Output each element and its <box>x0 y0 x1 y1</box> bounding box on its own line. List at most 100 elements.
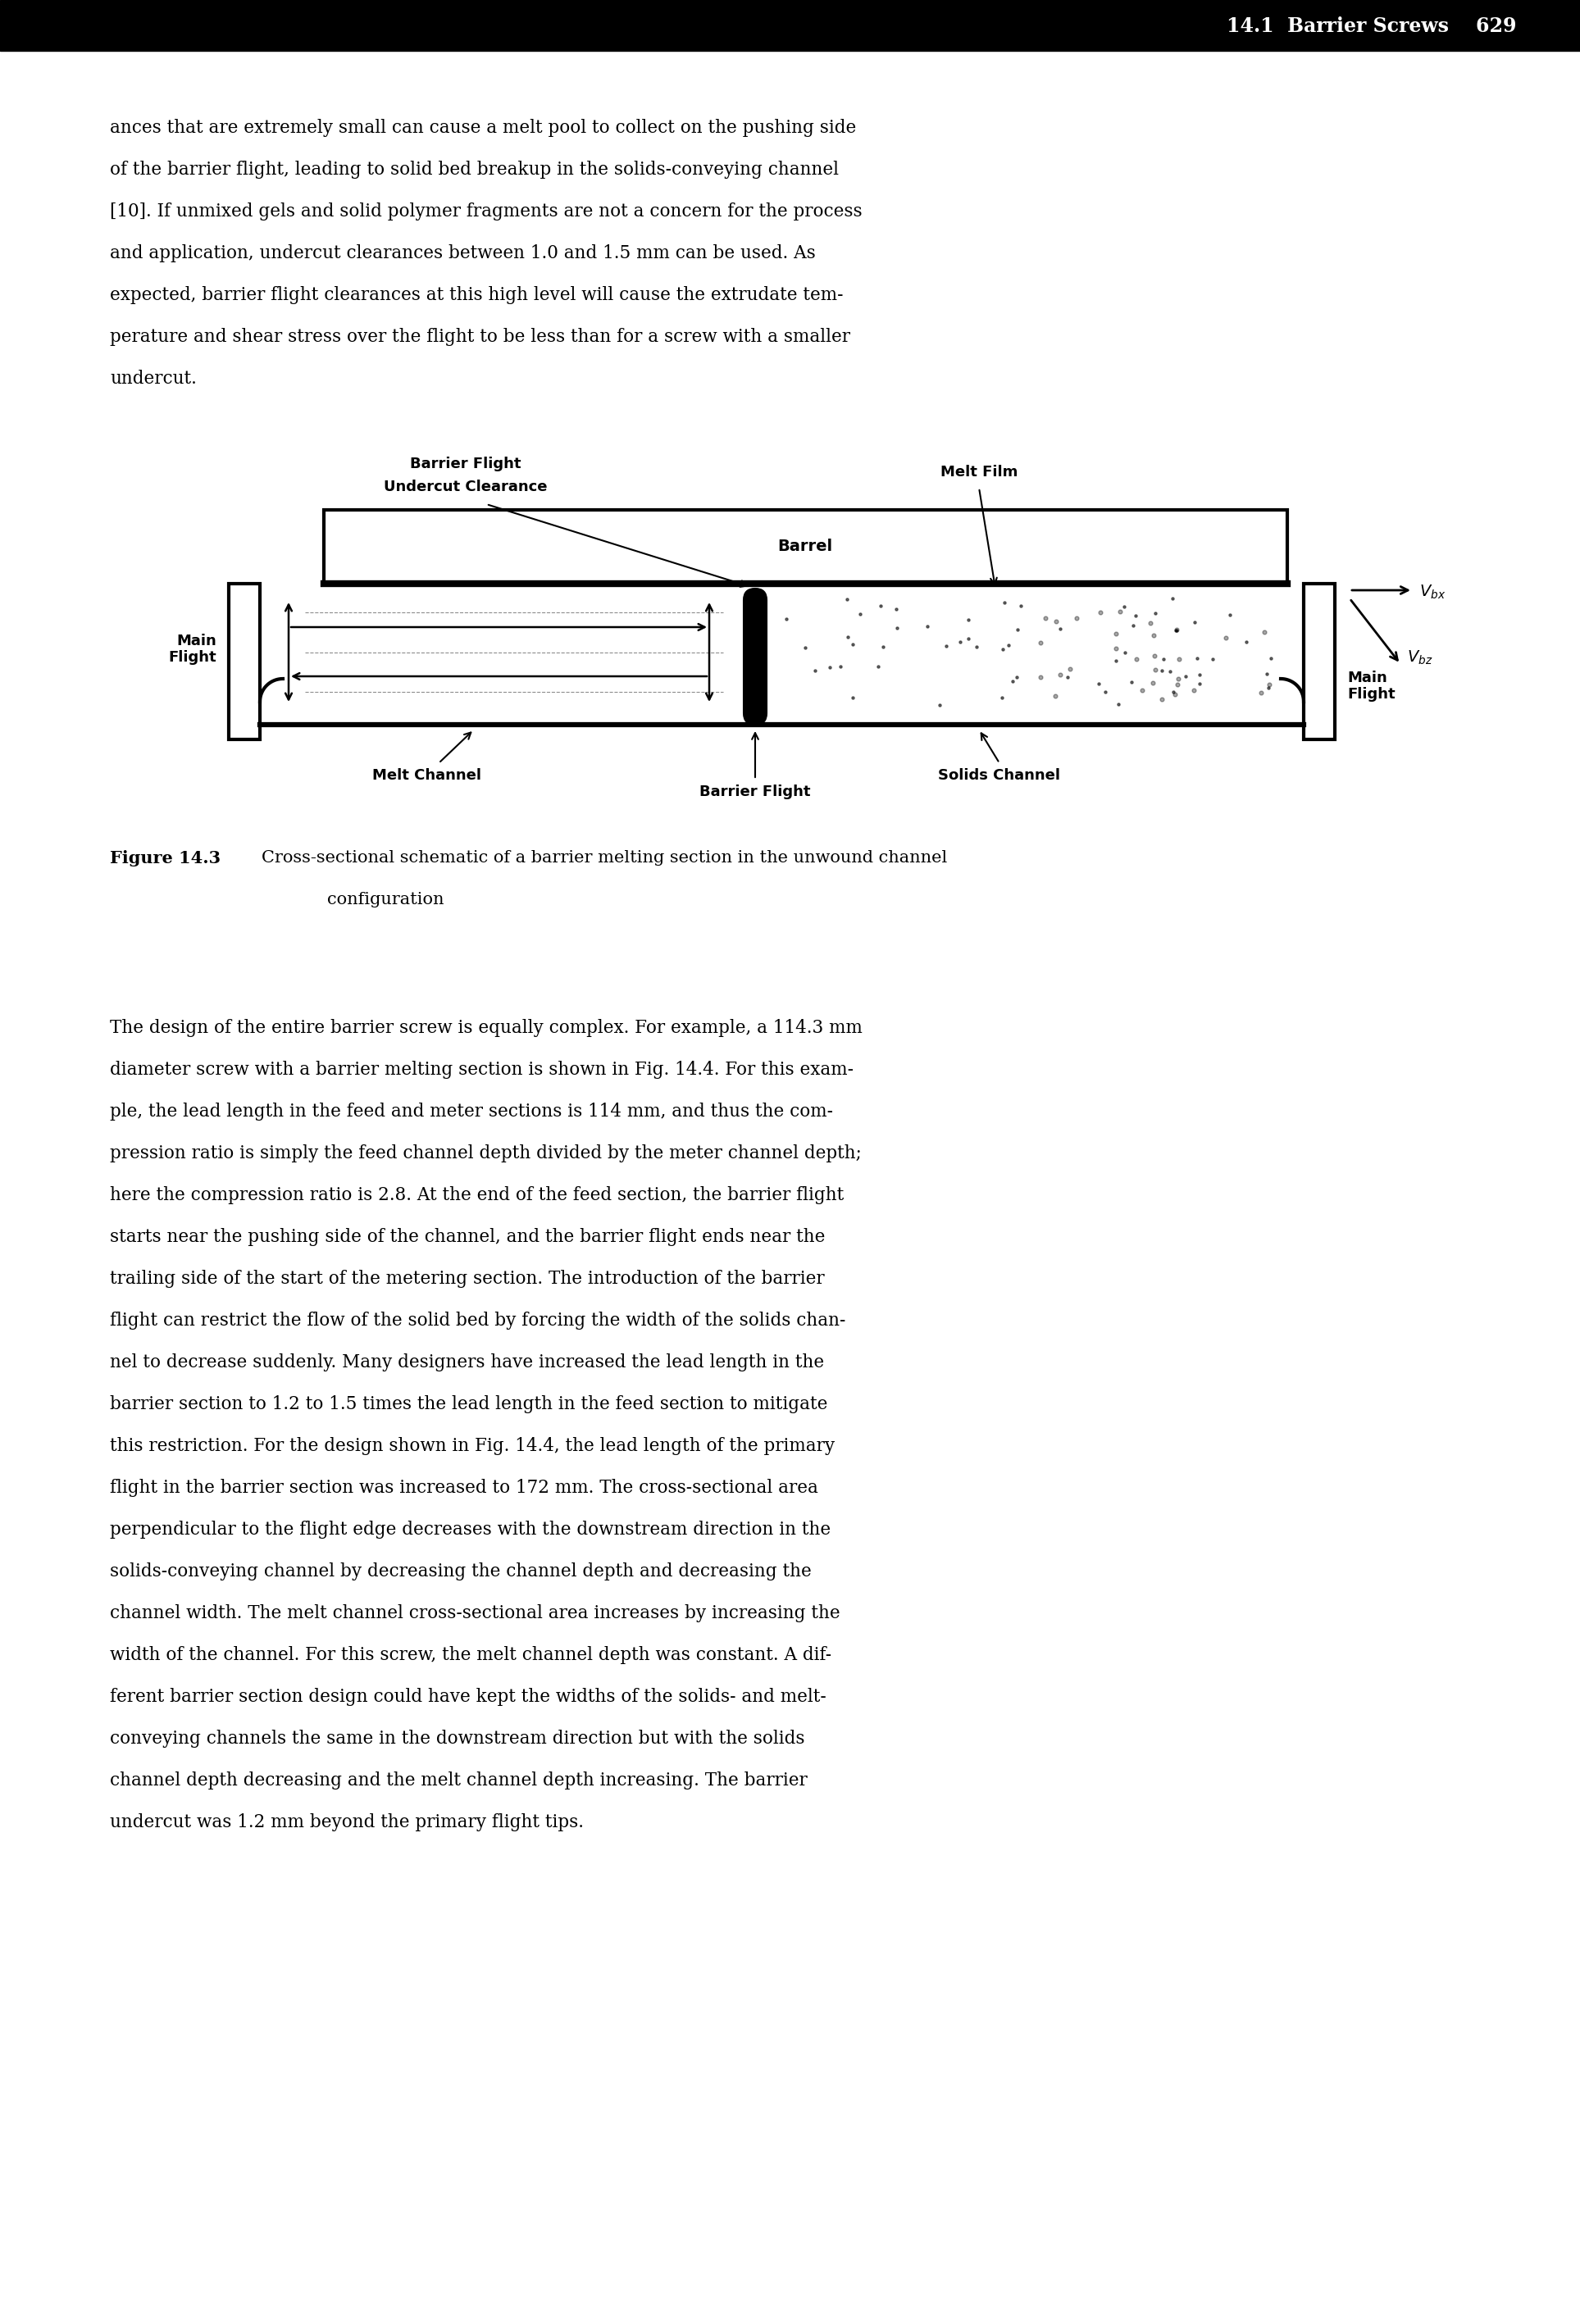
Text: Cross-sectional schematic of a barrier melting section in the unwound channel: Cross-sectional schematic of a barrier m… <box>262 851 948 865</box>
Point <box>1217 597 1242 634</box>
Point <box>834 581 860 618</box>
Point <box>991 630 1016 667</box>
Text: undercut.: undercut. <box>111 370 196 388</box>
Point <box>1161 676 1187 713</box>
Point <box>1120 607 1146 644</box>
Point <box>1164 611 1190 648</box>
Text: width of the channel. For this screw, the melt channel depth was constant. A dif: width of the channel. For this screw, th… <box>111 1645 831 1664</box>
Text: Main
Flight: Main Flight <box>169 634 216 665</box>
Point <box>1185 639 1210 676</box>
Bar <box>324 509 1288 583</box>
Point <box>1112 634 1138 672</box>
Point <box>1033 600 1059 637</box>
Text: Main
Flight: Main Flight <box>1348 669 1395 702</box>
Text: Melt Channel: Melt Channel <box>371 769 480 783</box>
Point <box>915 609 940 646</box>
Text: barrier section to 1.2 to 1.5 times the lead length in the feed section to mitig: barrier section to 1.2 to 1.5 times the … <box>111 1394 828 1413</box>
Text: Barrel: Barrel <box>777 539 833 555</box>
Bar <box>261 583 1304 725</box>
Point <box>1187 655 1212 693</box>
Text: this restriction. For the design shown in Fig. 14.4, the lead length of the prim: this restriction. For the design shown i… <box>111 1436 834 1455</box>
Point <box>1152 639 1177 676</box>
Point <box>1166 641 1191 679</box>
Point <box>926 686 951 723</box>
Point <box>1048 655 1073 693</box>
Text: flight in the barrier section was increased to 172 mm. The cross-sectional area: flight in the barrier section was increa… <box>111 1478 818 1497</box>
Point <box>948 623 973 660</box>
Point <box>1106 686 1131 723</box>
Point <box>1213 618 1239 655</box>
Point <box>1029 623 1054 660</box>
Point <box>1103 630 1128 667</box>
Text: ferent barrier section design could have kept the widths of the solids- and melt: ferent barrier section design could have… <box>111 1687 826 1706</box>
Point <box>1142 595 1168 632</box>
Text: solids-conveying channel by decreasing the channel depth and decreasing the: solids-conveying channel by decreasing t… <box>111 1562 812 1580</box>
Point <box>1256 669 1281 706</box>
Point <box>1087 665 1112 702</box>
Point <box>1141 616 1166 653</box>
Text: starts near the pushing side of the channel, and the barrier flight ends near th: starts near the pushing side of the chan… <box>111 1227 825 1246</box>
Point <box>1055 658 1081 695</box>
Point <box>1142 637 1168 674</box>
Text: [10]. If unmixed gels and solid polymer fragments are not a concern for the proc: [10]. If unmixed gels and solid polymer … <box>111 202 863 221</box>
Point <box>1258 639 1283 676</box>
Point <box>992 583 1018 621</box>
Text: Undercut Clearance: Undercut Clearance <box>384 479 548 495</box>
Point <box>1043 676 1068 713</box>
Text: ances that are extremely small can cause a melt pool to collect on the pushing s: ances that are extremely small can cause… <box>111 119 856 137</box>
Text: 14.1  Barrier Screws    629: 14.1 Barrier Screws 629 <box>1228 16 1517 37</box>
Point <box>1163 611 1188 648</box>
Point <box>1057 651 1082 688</box>
Point <box>1029 658 1054 695</box>
Text: pression ratio is simply the feed channel depth divided by the meter channel dep: pression ratio is simply the feed channe… <box>111 1143 861 1162</box>
Text: Solids Channel: Solids Channel <box>939 769 1060 783</box>
Text: of the barrier flight, leading to solid bed breakup in the solids-conveying chan: of the barrier flight, leading to solid … <box>111 160 839 179</box>
Text: nel to decrease suddenly. Many designers have increased the lead length in the: nel to decrease suddenly. Many designers… <box>111 1353 825 1371</box>
Text: and application, undercut clearances between 1.0 and 1.5 mm can be used. As: and application, undercut clearances bet… <box>111 244 815 263</box>
Point <box>1172 658 1198 695</box>
Text: channel depth decreasing and the melt channel depth increasing. The barrier: channel depth decreasing and the melt ch… <box>111 1771 807 1789</box>
Point <box>934 627 959 665</box>
Point <box>1166 660 1191 697</box>
Point <box>841 625 866 662</box>
Point <box>883 590 909 627</box>
Point <box>847 595 872 632</box>
Point <box>871 627 896 665</box>
Text: perature and shear stress over the flight to be less than for a screw with a sma: perature and shear stress over the fligh… <box>111 328 850 346</box>
Point <box>1008 588 1033 625</box>
Text: $V_{bz}$: $V_{bz}$ <box>1408 648 1433 667</box>
Point <box>1164 611 1190 648</box>
Point <box>1248 674 1273 711</box>
Point <box>1087 595 1112 632</box>
Point <box>1103 641 1128 679</box>
Point <box>836 618 861 655</box>
Point <box>1005 611 1030 648</box>
Point <box>1141 665 1166 702</box>
Text: perpendicular to the flight edge decreases with the downstream direction in the: perpendicular to the flight edge decreas… <box>111 1520 831 1538</box>
Bar <box>229 583 261 739</box>
Point <box>1160 581 1185 618</box>
Text: Barrier Flight: Barrier Flight <box>700 786 811 799</box>
Point <box>1000 662 1025 700</box>
Point <box>1150 653 1176 690</box>
Text: trailing side of the start of the metering section. The introduction of the barr: trailing side of the start of the meteri… <box>111 1269 825 1287</box>
Point <box>828 648 853 686</box>
Point <box>989 679 1014 716</box>
Text: flight can restrict the flow of the solid bed by forcing the width of the solids: flight can restrict the flow of the soli… <box>111 1311 845 1329</box>
Text: diameter screw with a barrier melting section is shown in Fig. 14.4. For this ex: diameter screw with a barrier melting se… <box>111 1060 853 1078</box>
Point <box>1256 667 1281 704</box>
Point <box>774 600 799 637</box>
Text: here the compression ratio is 2.8. At the end of the feed section, the barrier f: here the compression ratio is 2.8. At th… <box>111 1185 844 1204</box>
Point <box>803 651 828 688</box>
Point <box>1234 623 1259 660</box>
Point <box>995 627 1021 665</box>
Text: conveying channels the same in the downstream direction but with the solids: conveying channels the same in the downs… <box>111 1729 804 1748</box>
Point <box>1150 681 1176 718</box>
Point <box>1180 672 1206 709</box>
Point <box>866 648 891 686</box>
Point <box>1164 665 1190 702</box>
Point <box>1123 641 1149 679</box>
Point <box>964 627 989 665</box>
Text: channel width. The melt channel cross-sectional area increases by increasing the: channel width. The melt channel cross-se… <box>111 1604 841 1622</box>
Point <box>885 609 910 646</box>
